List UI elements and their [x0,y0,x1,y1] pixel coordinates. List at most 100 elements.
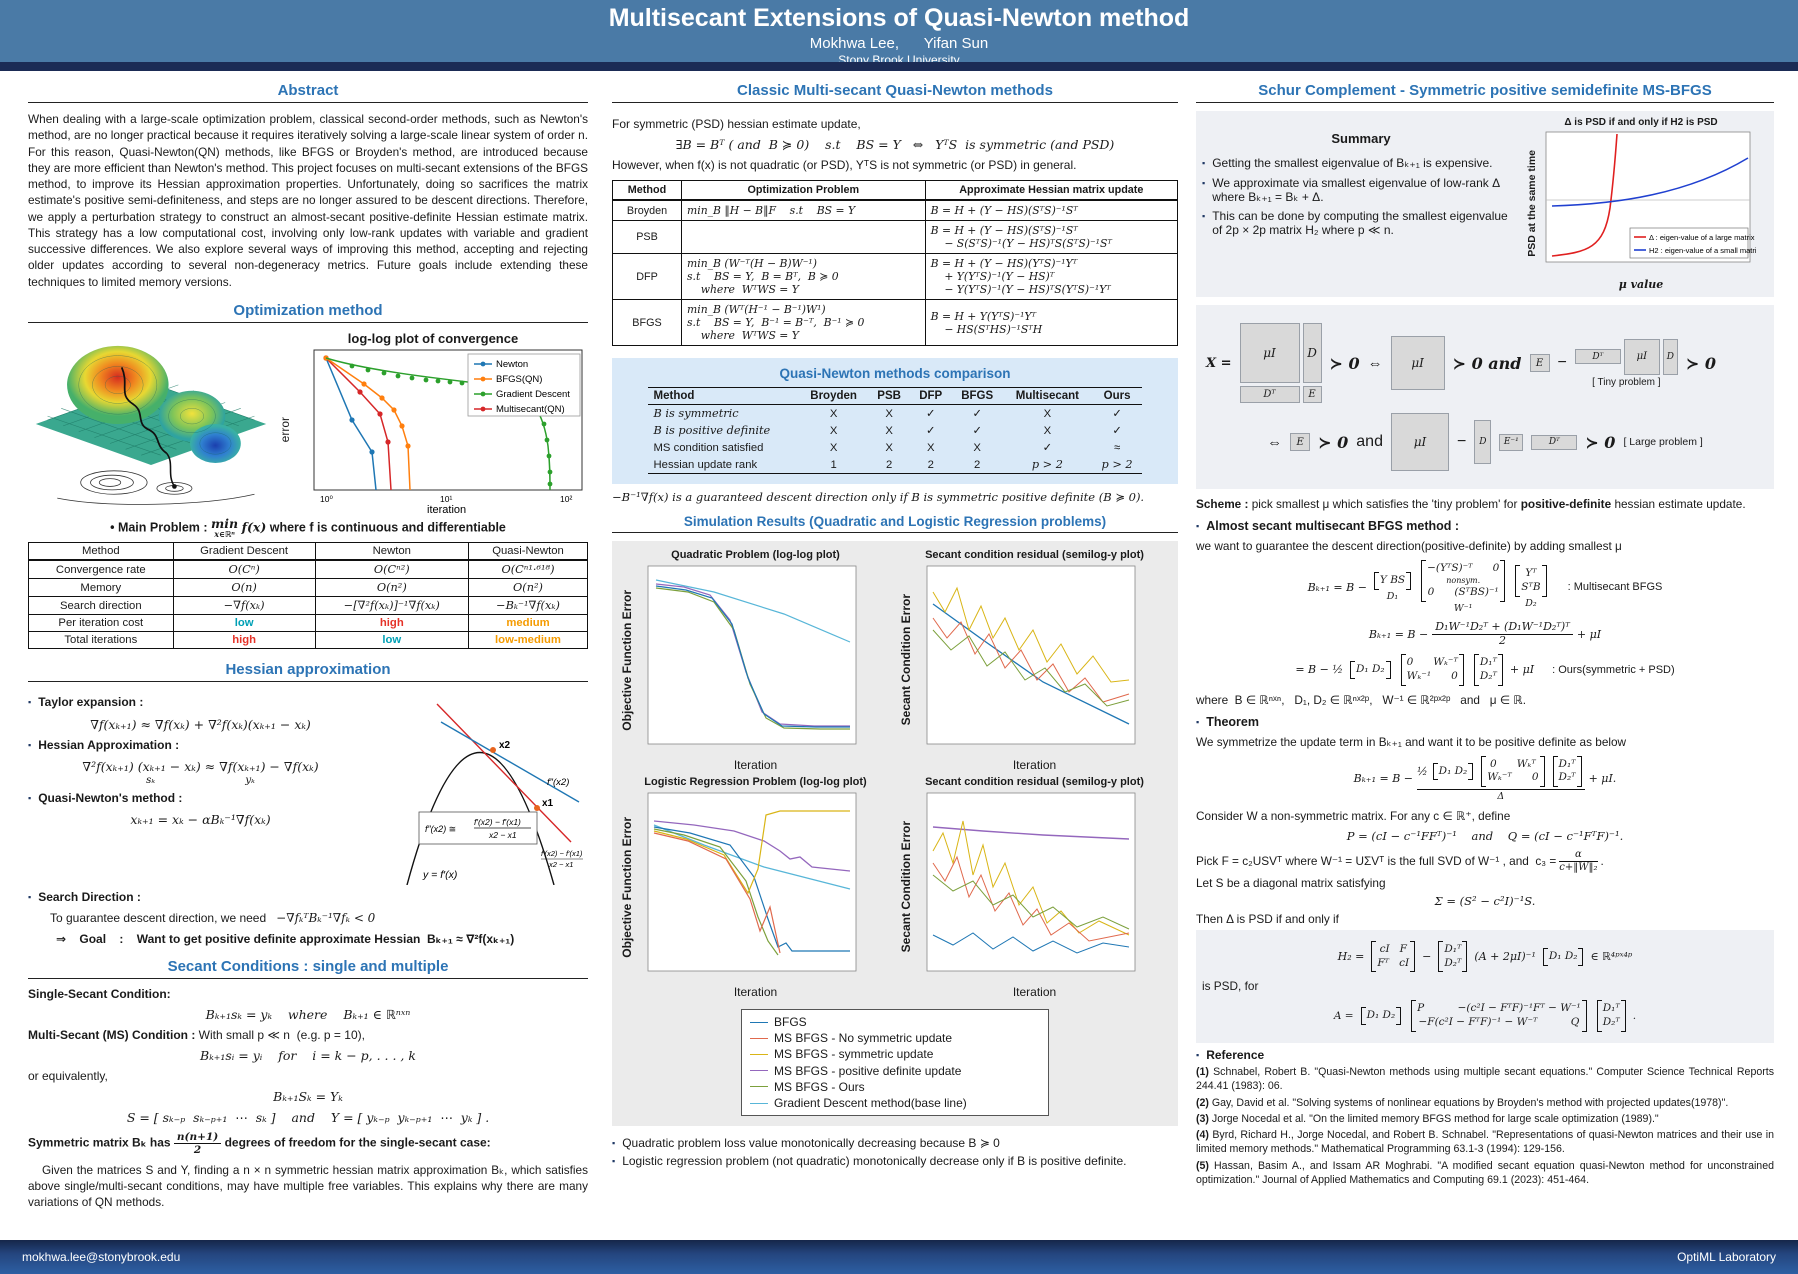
plot-canvas [926,792,1135,972]
large-problem-label: [ Large problem ] [1623,436,1703,448]
table-row: Memory O(n) O(n²) O(n²) [28,578,588,598]
sim-plot-quadratic: Quadratic Problem (log-log plot) Objecti… [620,549,892,772]
reference-item: (5) Hassan, Basim A., and Issam AR Moghr… [1196,1159,1774,1187]
simulation-panel: Quadratic Problem (log-log plot) Objecti… [612,541,1178,1127]
main-problem-prefix: • Main Problem : [110,520,208,535]
block-E: E [1302,386,1322,403]
equiv-text: or equivalently, [28,1068,108,1083]
then-line: Then Δ is PSD if and only if [1196,912,1339,927]
schur-title: Schur Complement - Symmetric positive se… [1258,82,1712,99]
plot-canvas [926,565,1135,745]
label-x1: x1 [542,798,554,809]
comparison-box: Quasi-Newton methods comparison Method B… [612,358,1178,484]
search-label: Search Direction : [38,890,141,905]
approx-formula: ∇²f(xₖ₊₁) (xₖ₊₁ − xₖ) ≈ ∇f(xₖ₊₁) − ∇f(xₖ… [82,759,319,775]
main-problem-line: • Main Problem : min x∈ℝⁿ f(x) where f i… [28,515,588,540]
where-line: where B ∈ ℝⁿˣⁿ, D₁, D₂ ∈ ℝⁿˣ²ᵖ, W⁻¹ ∈ ℝ²… [1196,692,1527,707]
slope-formula-box: f″(x2) ≅ f′(x2) − f′(x1) x2 − x1 [418,812,538,845]
secant-title: Secant Conditions : single and multiple [167,957,449,975]
footer-lab: OptiML Laboratory [1677,1250,1776,1264]
poster-authors: Mokhwa Lee, Yifan Sun [809,35,989,52]
convergence-plot: log-log plot of convergence error [278,331,588,514]
legend-line-icon [750,1070,768,1072]
pick-line: Pick F = c₂USVᵀ where W⁻¹ = UΣVᵀ is the … [1196,849,1604,873]
comparison-title: Quasi-Newton methods comparison [779,366,1011,381]
psd-legend-box [1629,227,1749,259]
block-Dt: Dᵀ [1531,434,1578,450]
method-comparison-table: Method Gradient Descent Newton Quasi-New… [28,542,588,650]
sigma-formula: Σ = (S² − c²I)⁻¹S. [1434,894,1536,909]
table-row: Search direction −∇f(xₖ) −[∇²f(xₖ)]⁻¹∇f(… [28,596,588,616]
hessian-section: Hessian approximation ▪ Taylor expansion … [28,661,588,946]
multi-secant-formula: Bₖ₊₁sᵢ = yᵢ for i = k − p, . . . , k [200,1047,416,1063]
almost-line: we want to guarantee the descent directi… [1196,539,1622,554]
multisecant-bfgs-formula: Bₖ₊₁ = B − Y BS D₁ −(YᵀS)⁻ᵀ 0 nonsym. 0 (… [1307,560,1663,614]
min-operator: min x∈ℝⁿ [211,515,239,540]
succ-zero: ≻ 0 [1318,432,1349,452]
sim-bullet: Logistic regression problem (not quadrat… [622,1154,1127,1169]
col-header: Quasi-Newton [468,542,588,562]
table-row: BFGS min_B (Wᵀ(H⁻¹ − B⁻¹)W¹) s.t BS = Y,… [612,299,1179,346]
table-row: DFP min_B (W⁻ᵀ(H − B)W⁻¹) s.t BS = Y, B … [612,253,1179,300]
convergence-ylabel: error [278,417,292,443]
and-word: and [1356,433,1383,450]
table-row: Per iteration cost low high medium [28,614,588,633]
formula-tag: : Multisecant BFGS [1567,581,1663,594]
simulation-section: Simulation Results (Quadratic and Logist… [612,514,1178,1170]
table-row: Total iterations high low low-medium [28,631,588,650]
xtick: 10¹ [440,494,452,504]
reference-item: (4) Byrd, Richard H., Jorge Nocedal, and… [1196,1129,1774,1156]
simulation-title: Simulation Results (Quadratic and Logist… [683,514,1107,529]
right-column: Schur Complement - Symmetric positive se… [1196,82,1774,1189]
bullet-icon: ▪ [1196,716,1200,727]
middle-column: Classic Multi-secant Quasi-Newton method… [612,82,1179,1182]
rule [28,321,588,323]
main-problem-suffix: where f is continuous and differentiable [269,520,506,535]
table-row: B is positive definite X X ✓ ✓ X ✓ [653,424,1122,437]
classic-intro2: However, when f(x) is not quadratic (or … [612,158,1077,172]
table-row: Broyden min_B ‖H − B‖F s.t BS = Y B = H … [612,199,1179,221]
underbrace-s: sₖ [146,774,156,787]
pq-formula: P = (cI − c⁻¹FFᵀ)⁻¹ and Q = (cI − c⁻¹FᵀF… [1346,829,1624,844]
multi-secant-intro: With small p ≪ n (e.g. p = 10), [198,1027,365,1042]
summary-heading: Summary [1331,131,1391,146]
lets-line: Let S be a diagonal matrix satisfying [1196,876,1386,891]
sim-plot-logistic: Logistic Regression Problem (log-log plo… [619,776,867,999]
block-muI: μI [1390,336,1445,390]
table-header-row: Method Optimization Problem Approximate … [612,180,1179,201]
taylor-label: Taylor expansion : [38,695,144,710]
rule [1196,102,1774,103]
classic-formula1: ∃B = Bᵀ ( and B ≽ 0) s.t BS = Y ⇔ YᵀS is… [675,137,1115,152]
psd-plot-canvas: Δ : eigen-value of a large matrix H2 : e… [1545,131,1756,263]
sim-plot-secant-residual-logistic: Secant condition residual (semilog-y plo… [898,776,1144,999]
block-D: D [1474,420,1492,464]
block-E: E [1529,354,1550,372]
iff-icon: ⇔ [1367,354,1383,372]
equiv-formula: Bₖ₊₁Sₖ = Yₖ [273,1088,343,1104]
summary-bullet: We approximate via smallest eigenvalue o… [1212,176,1500,205]
block-Dt: Dᵀ [1239,386,1300,403]
a-formula: A = D₁ D₂ P −(c²I − FᵀF)⁻¹Fᵀ − W⁻¹ −F(c²I… [1198,1000,1772,1032]
psd-xlabel: μ value [1618,278,1664,291]
legend-item: MS BFGS - No symmetric update [750,1030,1040,1046]
theorem-line1: We symmetrize the update term in Bₖ₊₁ an… [1196,734,1627,749]
classic-title: Classic Multi-secant Quasi-Newton method… [737,82,1053,99]
plot-canvas [647,792,856,972]
legend-item: Gradient Descent method(base line) [750,1095,1040,1111]
rule [612,102,1178,103]
slope-den: x2 − x1 [548,860,573,869]
succ-zero: ≻ 0 [1329,353,1360,373]
poster-title: Multisecant Extensions of Quasi-Newton m… [608,4,1190,32]
succ-and: ≻ 0 and [1452,353,1522,373]
convergence-xlabel: iteration [427,504,466,514]
label-x2: x2 [499,740,511,751]
rule [28,681,588,683]
legend-line-icon [750,1102,768,1104]
tiny-problem-group: Dᵀ μI D [ Tiny problem ] [1574,338,1678,388]
dof-line: Symmetric matrix Bₖ has n(n+1) 2 degrees … [28,1130,491,1156]
qn-formula: xₖ₊₁ = xₖ − αBₖ⁻¹∇f(xₖ) [130,812,271,828]
left-column: Abstract When dealing with a large-scale… [28,82,588,1223]
plot-canvas [647,565,856,745]
goal-line: ⇒ Goal : Want to get positive definite a… [56,931,515,946]
